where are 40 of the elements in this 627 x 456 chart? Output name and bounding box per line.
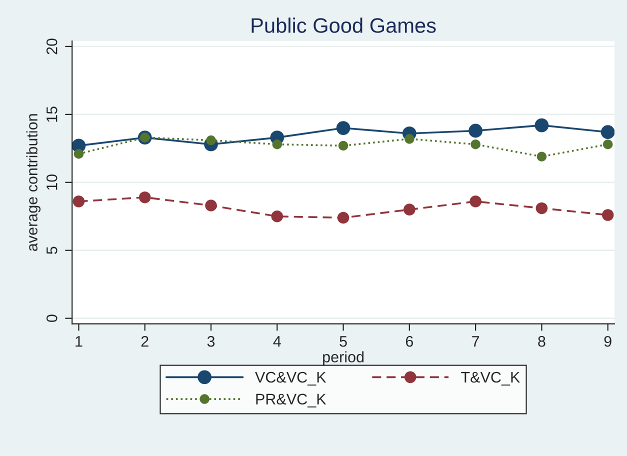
- y-axis-title: average contribution: [26, 114, 40, 251]
- point: [337, 212, 350, 224]
- y-tick-label: 20: [46, 38, 58, 54]
- point: [205, 200, 217, 212]
- point: [470, 139, 480, 150]
- point: [602, 209, 614, 221]
- point: [138, 191, 151, 204]
- legend-label: T&VC_K: [461, 372, 520, 386]
- point: [74, 148, 84, 159]
- x-tick-label: 7: [472, 336, 480, 347]
- x-tick-label: 1: [76, 336, 82, 347]
- point: [536, 152, 547, 162]
- y-tick-label: 0: [46, 314, 58, 322]
- point: [72, 196, 85, 208]
- point: [338, 140, 348, 151]
- x-tick-label: 6: [406, 336, 413, 347]
- point: [404, 134, 414, 144]
- y-tick-label: 5: [46, 246, 58, 254]
- point: [536, 202, 548, 214]
- legend-label: PR&VC_K: [256, 394, 326, 408]
- point: [272, 139, 282, 150]
- point: [470, 196, 482, 208]
- point: [602, 139, 613, 150]
- x-tick-label: 5: [340, 336, 347, 347]
- x-tick-label: 4: [273, 336, 281, 347]
- point: [271, 210, 284, 222]
- chart-title: Public Good Games: [252, 18, 436, 33]
- y-tick-label: 10: [46, 174, 58, 190]
- point: [534, 118, 549, 132]
- point: [468, 124, 483, 138]
- y-tick-label: 15: [46, 106, 58, 122]
- x-tick-label: 9: [604, 336, 612, 347]
- x-tick-label: 2: [141, 336, 148, 347]
- x-tick-label: 3: [207, 336, 215, 347]
- point: [600, 125, 614, 140]
- point: [336, 121, 350, 135]
- legend-label: VC&VC_K: [255, 372, 326, 386]
- x-tick-label: 8: [538, 336, 546, 347]
- point: [404, 204, 416, 216]
- x-axis-title: period: [323, 351, 364, 366]
